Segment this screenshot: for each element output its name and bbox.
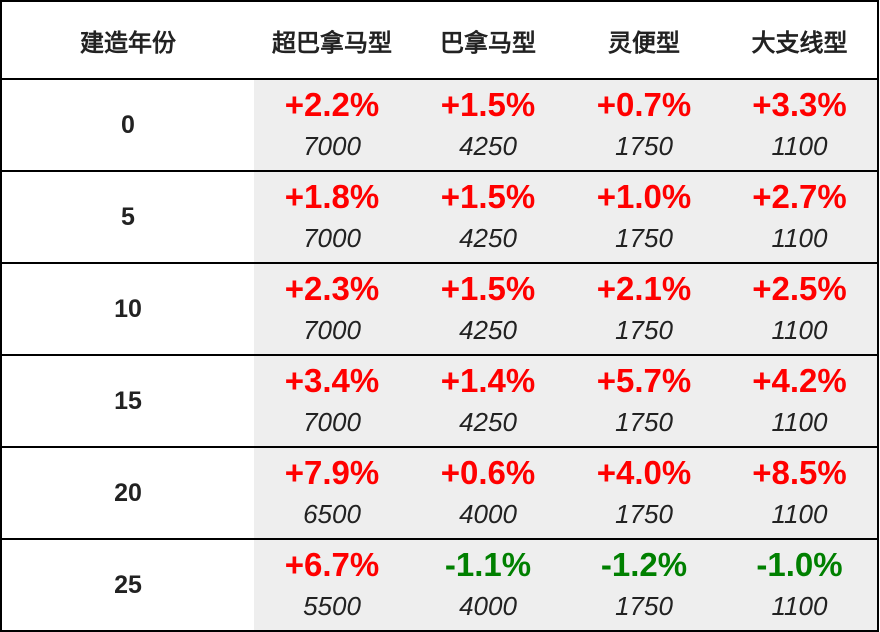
cell-panamax: +1.5% 4250 [410,263,566,355]
value-label: 5500 [303,591,361,621]
header-row: 建造年份 超巴拿马型 巴拿马型 灵便型 大支线型 [1,1,878,80]
cell-handysize: +2.1% 1750 [566,263,722,355]
change-percent: +6.7% [284,546,380,583]
header-panamax: 巴拿马型 [410,1,566,80]
table-row: 15 +3.4% 7000 +1.4% 4250 +5.7% 1750 +4.2% 1100 [1,355,878,447]
header-feedermax: 大支线型 [722,1,878,80]
build-year-cell: 25 [1,539,254,631]
table-row: 10 +2.3% 7000 +1.5% 4250 +2.1% 1750 +2.5% 1100 [1,263,878,355]
cell-post-panamax: +1.8% 7000 [254,171,410,263]
change-percent: +1.5% [440,86,536,123]
cell-panamax: +1.5% 4250 [410,171,566,263]
value-label: 1750 [615,499,673,529]
change-percent: +1.8% [284,178,380,215]
table-row: 5 +1.8% 7000 +1.5% 4250 +1.0% 1750 +2.7% 1100 [1,171,878,263]
change-percent: +2.1% [596,270,692,307]
change-percent: +2.3% [284,270,380,307]
header-post-panamax: 超巴拿马型 [254,1,410,80]
value-label: 1750 [615,407,673,437]
change-percent: +2.7% [752,178,847,215]
value-label: 4000 [459,499,517,529]
change-percent: +0.7% [596,86,692,123]
change-percent: +0.6% [440,454,536,491]
value-label: 7000 [303,131,361,161]
value-label: 1100 [771,223,828,253]
change-percent: +4.2% [752,362,847,399]
cell-handysize: -1.2% 1750 [566,539,722,631]
table-body: 0 +2.2% 7000 +1.5% 4250 +0.7% 1750 +3.3% 1100 5 +1… [1,79,878,631]
change-percent: -1.1% [444,546,532,583]
header-build-year: 建造年份 [1,1,254,80]
build-year-cell: 20 [1,447,254,539]
table-row: 20 +7.9% 6500 +0.6% 4000 +4.0% 1750 +8.5% 1100 [1,447,878,539]
change-percent: +8.5% [752,454,847,491]
value-label: 4250 [459,407,517,437]
value-label: 4250 [459,315,517,345]
value-label: 1750 [615,223,673,253]
value-label: 7000 [303,407,361,437]
change-percent: +3.4% [284,362,380,399]
cell-post-panamax: +7.9% 6500 [254,447,410,539]
change-percent: +1.5% [440,270,536,307]
cell-handysize: +5.7% 1750 [566,355,722,447]
cell-panamax: +0.6% 4000 [410,447,566,539]
change-percent: +7.9% [284,454,380,491]
cell-feedermax: +2.7% 1100 [722,171,878,263]
cell-handysize: +1.0% 1750 [566,171,722,263]
value-label: 1750 [615,591,673,621]
change-percent: +2.5% [752,270,847,307]
cell-panamax: -1.1% 4000 [410,539,566,631]
change-percent: +5.7% [596,362,692,399]
cell-panamax: +1.5% 4250 [410,79,566,171]
change-percent: -1.0% [756,546,843,583]
change-percent: +1.4% [440,362,536,399]
cell-post-panamax: +3.4% 7000 [254,355,410,447]
cell-feedermax: +2.5% 1100 [722,263,878,355]
cell-handysize: +0.7% 1750 [566,79,722,171]
change-percent: -1.2% [600,546,688,583]
change-percent: +2.2% [284,86,380,123]
table-row: 25 +6.7% 5500 -1.1% 4000 -1.2% 1750 -1.0% 1100 [1,539,878,631]
value-label: 4250 [459,131,517,161]
cell-post-panamax: +6.7% 5500 [254,539,410,631]
value-label: 1100 [771,591,828,621]
build-year-cell: 0 [1,79,254,171]
value-label: 1100 [771,499,828,529]
cell-panamax: +1.4% 4250 [410,355,566,447]
change-percent: +1.0% [596,178,692,215]
value-label: 7000 [303,223,361,253]
cell-post-panamax: +2.2% 7000 [254,79,410,171]
value-label: 1750 [615,131,673,161]
build-year-cell: 10 [1,263,254,355]
cell-post-panamax: +2.3% 7000 [254,263,410,355]
value-label: 1100 [771,407,828,437]
cell-feedermax: +3.3% 1100 [722,79,878,171]
build-year-cell: 5 [1,171,254,263]
change-percent: +3.3% [752,86,847,123]
build-year-cell: 15 [1,355,254,447]
change-percent: +1.5% [440,178,536,215]
value-label: 7000 [303,315,361,345]
value-label: 4000 [459,591,517,621]
header-handysize: 灵便型 [566,1,722,80]
value-label: 6500 [303,499,361,529]
value-label: 4250 [459,223,517,253]
table-row: 0 +2.2% 7000 +1.5% 4250 +0.7% 1750 +3.3% 1100 [1,79,878,171]
cell-feedermax: +8.5% 1100 [722,447,878,539]
change-percent: +4.0% [596,454,692,491]
value-label: 1100 [771,315,828,345]
cell-handysize: +4.0% 1750 [566,447,722,539]
cell-feedermax: +4.2% 1100 [722,355,878,447]
cell-feedermax: -1.0% 1100 [722,539,878,631]
value-label: 1750 [615,315,673,345]
value-label: 1100 [771,131,828,161]
